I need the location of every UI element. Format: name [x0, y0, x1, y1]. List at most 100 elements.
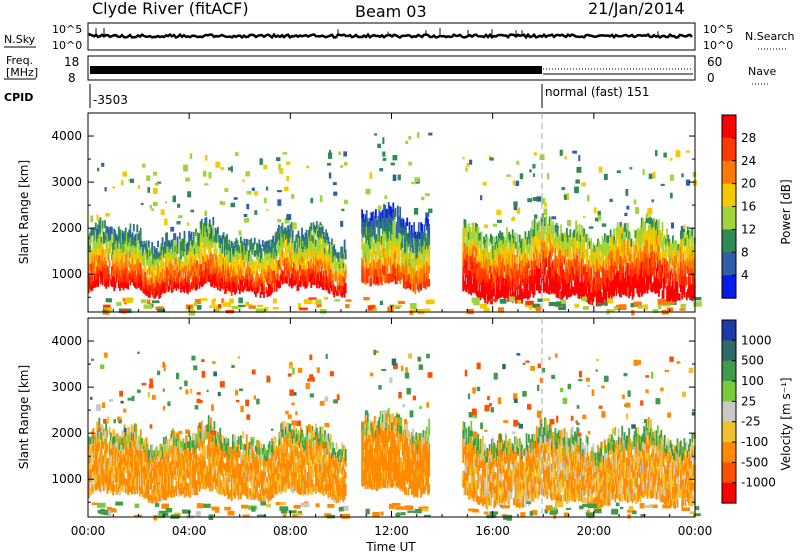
power-echo-cell — [305, 236, 308, 244]
power-echo-cell — [633, 199, 637, 205]
velocity-echo-cell — [124, 478, 127, 487]
power-echo-cell — [410, 268, 413, 277]
power-echo-cell — [105, 247, 108, 255]
power-echo-cell — [297, 237, 300, 245]
velocity-echo-cell — [134, 431, 136, 440]
power-echo-cell — [620, 263, 622, 273]
power-echo-cell — [150, 265, 152, 273]
power-echo-cell — [182, 273, 185, 281]
power-echo-cell — [172, 278, 174, 286]
power-echo-cell — [340, 220, 344, 227]
velocity-echo-cell — [185, 488, 188, 497]
velocity-echo-cell — [195, 479, 197, 488]
power-echo-cell — [316, 250, 318, 259]
power-echo-cell — [96, 278, 98, 286]
power-echo-cell — [683, 275, 686, 283]
power-echo-cell — [241, 246, 243, 253]
power-echo-cell — [149, 273, 151, 280]
power-echo-cell — [121, 255, 124, 263]
power-echo-cell — [203, 222, 205, 231]
power-echo-cell — [674, 240, 677, 249]
power-echo-cell — [557, 258, 560, 267]
power-echo-cell — [362, 259, 365, 268]
velocity-echo-cell — [191, 487, 194, 496]
power-echo-cell — [625, 244, 628, 253]
power-echo-cell — [293, 239, 295, 246]
velocity-echo-cell — [90, 488, 93, 495]
power-echo-cell — [290, 229, 293, 238]
power-echo-cell — [290, 221, 293, 230]
power-echo-cell — [589, 276, 591, 284]
power-echo-cell — [377, 250, 380, 260]
power-echo-cell — [507, 256, 509, 265]
power-echo-cell — [538, 276, 541, 286]
power-echo-cell — [228, 278, 231, 285]
velocity-echo-cell — [166, 490, 169, 497]
power-echo-cell — [562, 255, 565, 263]
power-echo-cell — [235, 152, 239, 156]
power-echo-cell — [679, 308, 686, 311]
power-echo-cell — [320, 258, 323, 267]
power-echo-cell — [402, 280, 405, 289]
power-echo-cell — [421, 246, 424, 255]
power-echo-cell — [395, 268, 398, 277]
power-echo-cell — [296, 284, 299, 292]
power-echo-cell — [233, 245, 235, 252]
power-echo-cell — [327, 236, 330, 244]
velocity-echo-cell — [192, 432, 195, 441]
power-echo-cell — [310, 265, 313, 274]
power-echo-cell — [197, 277, 200, 284]
power-echo-cell — [91, 276, 94, 284]
power-echo-cell — [112, 275, 114, 282]
power-echo-cell — [210, 224, 212, 233]
power-echo-cell — [204, 218, 207, 226]
power-echo-cell — [470, 263, 473, 272]
power-echo-cell — [263, 262, 265, 269]
power-echo-cell — [483, 285, 485, 293]
power-echo-cell — [257, 279, 260, 287]
power-echo-cell — [219, 272, 222, 279]
power-echo-cell — [628, 275, 630, 284]
power-echo-cell — [328, 253, 331, 260]
power-echo-cell — [158, 282, 161, 289]
power-echo-cell — [273, 298, 277, 304]
power-echo-cell — [237, 264, 240, 271]
power-echo-cell — [683, 238, 686, 247]
velocity-echo-cell — [188, 483, 190, 490]
power-echo-cell — [646, 248, 649, 258]
velocity-echo-cell — [185, 482, 188, 490]
power-echo-cell — [407, 280, 410, 289]
power-echo-cell — [290, 280, 293, 289]
power-echo-cell — [158, 272, 161, 279]
power-echo-cell — [632, 289, 635, 297]
power-echo-cell — [609, 243, 612, 252]
power-echo-cell — [549, 249, 552, 259]
power-echo-cell — [343, 245, 346, 253]
power-echo-cell — [286, 237, 288, 245]
velocity-echo-cell — [169, 468, 172, 477]
power-echo-cell — [146, 253, 149, 260]
power-echo-cell — [177, 246, 180, 252]
power-echo-cell — [486, 244, 489, 253]
power-echo-cell — [112, 253, 114, 260]
power-echo-cell — [662, 270, 665, 279]
power-echo-cell — [115, 246, 118, 253]
power-echo-cell — [618, 304, 627, 310]
power-echo-cell — [180, 269, 182, 276]
power-echo-cell — [123, 231, 126, 238]
power-echo-cell — [654, 261, 657, 270]
power-echo-cell — [196, 260, 199, 269]
power-echo-cell — [587, 281, 590, 290]
power-echo-cell — [532, 252, 535, 261]
power-echo-cell — [490, 264, 492, 273]
power-echo-cell — [604, 240, 606, 249]
power-echo-cell — [397, 213, 399, 223]
power-echo-cell — [147, 291, 150, 298]
power-echo-cell — [115, 252, 118, 259]
power-echo-cell — [235, 274, 238, 281]
power-echo-cell — [557, 282, 560, 291]
power-echo-cell — [389, 304, 395, 307]
power-echo-cell — [504, 284, 507, 292]
velocity-echo-cell — [174, 460, 177, 468]
power-echo-cell — [198, 233, 201, 240]
